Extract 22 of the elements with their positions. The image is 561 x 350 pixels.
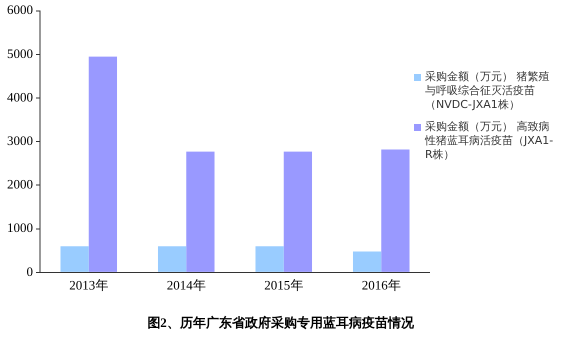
y-tick-label: 6000 (7, 2, 33, 18)
y-tick-label: 4000 (7, 89, 33, 104)
bar (381, 149, 410, 272)
y-tick-label: 3000 (7, 133, 33, 148)
x-tick-label: 2016年 (362, 278, 401, 293)
bar (352, 251, 382, 272)
bar (88, 56, 118, 272)
x-tick-label: 2013年 (69, 278, 108, 293)
y-tick-label: 1000 (7, 220, 33, 236)
legend-label: 采购金额（万元） 高致病性猪蓝耳病活疫苗（JXA1-R株） (425, 120, 554, 162)
bar (60, 246, 89, 272)
y-tick-label: 0 (26, 264, 33, 279)
x-tick-label: 2015年 (264, 278, 304, 293)
y-tick-label: 2000 (7, 176, 33, 192)
bar (186, 152, 215, 272)
x-tick-label: 2014年 (166, 278, 206, 293)
bar (284, 152, 312, 272)
y-tick-label: 5000 (7, 46, 33, 61)
legend-label: 采购金额（万元） 猪繁殖与呼吸综合征灭活疫苗（NVDC-JXA1株） (425, 70, 550, 112)
bar (255, 246, 284, 272)
text: 图2、历年广东省政府采购专用蓝耳病疫苗情况 (146, 314, 415, 332)
bar (158, 246, 186, 272)
